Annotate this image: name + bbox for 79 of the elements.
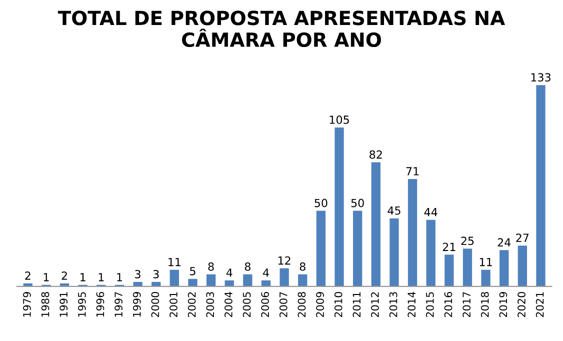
bar <box>170 270 179 286</box>
data-label: 1 <box>80 273 86 282</box>
bar <box>462 248 472 286</box>
x-tick-label: 2017 <box>462 292 471 318</box>
x-tick-label: 1997 <box>114 292 122 317</box>
data-label: 50 <box>351 198 364 208</box>
x-tick-label: 2009 <box>316 292 324 318</box>
x-tick-label: 2014 <box>408 292 416 318</box>
x-tick-label: 1999 <box>132 292 141 317</box>
data-label: 8 <box>300 262 306 271</box>
data-label: 82 <box>370 150 382 159</box>
x-tick-label: 2006 <box>261 292 270 318</box>
data-label: 3 <box>135 270 140 278</box>
bar <box>481 270 490 286</box>
x-tick-label: 2015 <box>426 292 434 318</box>
data-label: 8 <box>208 262 214 271</box>
bar <box>536 85 546 286</box>
bar <box>353 210 362 286</box>
data-label: 1 <box>117 273 122 282</box>
data-label: 12 <box>278 256 290 265</box>
bar <box>426 220 436 286</box>
data-label: 1 <box>98 273 104 282</box>
bar <box>243 274 252 286</box>
data-label: 44 <box>424 208 438 216</box>
data-label: 8 <box>244 262 250 271</box>
x-tick-label: 1988 <box>41 292 50 317</box>
x-tick-label: 2020 <box>518 292 526 318</box>
x-tick-label: 2008 <box>298 292 306 318</box>
data-label: 11 <box>168 258 180 266</box>
bar <box>316 210 326 286</box>
x-tick-label: 1996 <box>96 292 104 317</box>
bar <box>298 274 308 286</box>
x-tick-label: 2018 <box>480 292 489 318</box>
data-label: 2 <box>62 271 67 280</box>
data-label: 3 <box>153 270 159 278</box>
data-label: 11 <box>480 258 492 266</box>
data-label: 4 <box>226 268 232 277</box>
x-tick-label: 1995 <box>78 292 86 317</box>
data-label: 25 <box>461 236 474 246</box>
bar <box>280 268 289 286</box>
bar <box>206 274 216 286</box>
bar <box>371 162 380 286</box>
x-tick-label: 2003 <box>206 292 214 318</box>
data-label: 21 <box>442 242 456 251</box>
x-tick-label: 2007 <box>279 292 288 318</box>
x-tick-label: 2011 <box>352 292 361 318</box>
bar <box>518 246 528 286</box>
data-label: 105 <box>330 116 349 124</box>
data-label: 2 <box>25 271 30 280</box>
bar <box>390 218 399 286</box>
x-tick-label: 1979 <box>23 292 31 317</box>
x-tick-label: 2019 <box>499 292 508 318</box>
data-label: 24 <box>498 238 511 246</box>
bar <box>133 282 142 286</box>
x-tick-label: 2013 <box>389 292 398 318</box>
x-tick-label: 1991 <box>60 292 68 317</box>
x-tick-label: 2001 <box>170 292 178 318</box>
data-label: 27 <box>516 234 529 242</box>
x-tick-label: 2005 <box>242 292 251 318</box>
data-label: 1 <box>44 273 49 282</box>
x-tick-label: 2000 <box>151 292 160 318</box>
bar <box>444 254 454 286</box>
data-label: 71 <box>406 167 419 176</box>
data-label: 45 <box>388 206 400 215</box>
data-label: 133 <box>531 73 550 82</box>
bar <box>500 250 509 286</box>
bar <box>408 178 418 286</box>
data-label: 50 <box>314 198 328 208</box>
bar <box>188 278 198 286</box>
chart-title: TOTAL DE PROPOSTA APRESENTADAS NA CÂMARA POR ANO <box>58 10 506 48</box>
bar <box>334 127 344 286</box>
x-tick-label: 2004 <box>224 292 232 318</box>
x-tick-label: 2002 <box>188 292 196 318</box>
x-tick-label: 2010 <box>334 292 342 318</box>
x-tick-label: 2021 <box>536 292 544 318</box>
data-label: 4 <box>263 268 269 277</box>
data-label: 5 <box>190 267 196 276</box>
x-tick-label: 2012 <box>371 292 379 318</box>
x-tick-label: 2016 <box>444 292 452 318</box>
